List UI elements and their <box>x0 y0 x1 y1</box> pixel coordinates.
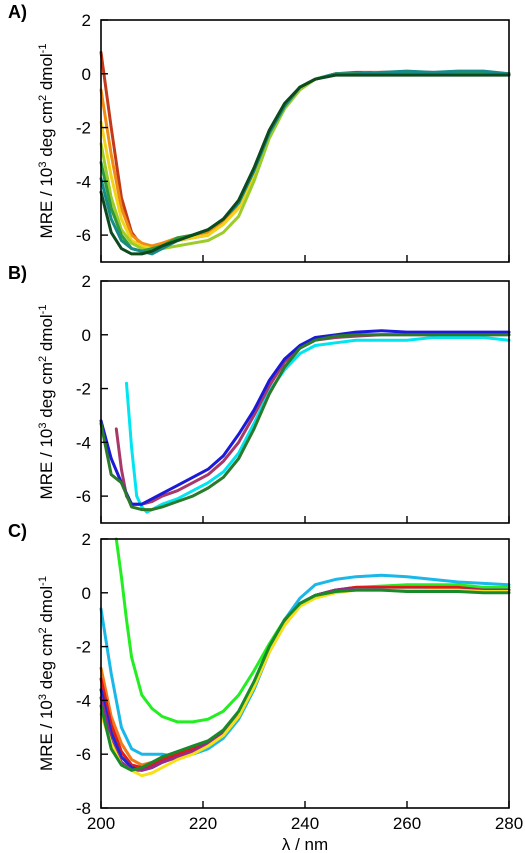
y-axis-label: MRE / 103​ deg cm2​ dmol-1​ <box>37 576 56 771</box>
y-tick-label: 2 <box>82 272 91 291</box>
panel-2: 2 0 -2 -4 -6 B) MRE / 103​ deg cm2​ dmol-1​ <box>8 263 511 524</box>
panel-1-series-3-line <box>99 70 511 251</box>
panel-2-frame <box>100 280 510 524</box>
panel-1-frame <box>100 19 510 263</box>
panel-label: B) <box>8 263 27 283</box>
panel-2-series-1-line <box>125 336 511 514</box>
panel-3-series-6-line <box>99 587 511 772</box>
panel-2-series-2-line <box>114 331 511 506</box>
x-tick-label: 220 <box>189 814 217 833</box>
x-tick-label: 200 <box>87 814 115 833</box>
panel-3-series-4-line <box>99 585 511 770</box>
panel-label: C) <box>8 521 27 541</box>
y-tick-label: -6 <box>76 745 91 764</box>
y-tick-label: -2 <box>76 380 91 399</box>
panel-1-series-2-line <box>99 70 511 248</box>
panel-1-series-1-line <box>99 50 511 251</box>
panel-3-series-3-line <box>99 585 511 767</box>
y-tick-label: -8 <box>76 799 91 818</box>
panel-2-series-3-line <box>99 329 511 506</box>
x-tick-label: 280 <box>495 814 523 833</box>
y-tick-label: -4 <box>76 433 91 452</box>
y-tick-label: -6 <box>76 487 91 506</box>
y-tick-label: 2 <box>82 11 91 30</box>
y-tick-label: -6 <box>76 226 91 245</box>
y-tick-label: -4 <box>76 691 91 710</box>
panel-label: A) <box>8 2 27 22</box>
x-tick-label: 260 <box>393 814 421 833</box>
y-tick-label: 0 <box>82 65 91 84</box>
panel-1-series-4-line <box>99 72 511 253</box>
panel-1-series-7-line <box>99 73 511 256</box>
panel-3-series-8-line <box>99 588 511 772</box>
panel-1: 2 0 -2 -4 -6 A) MRE / 103​ deg cm2​ dmol-1​ <box>8 2 511 263</box>
panel-1-series-6-line <box>99 69 511 256</box>
panel-3-series-1-line <box>114 537 511 724</box>
panel-3-series-7-line <box>99 588 511 778</box>
y-tick-label: 0 <box>82 326 91 345</box>
x-tick-label: 240 <box>291 814 319 833</box>
y-tick-label: -4 <box>76 172 91 191</box>
y-tick-label: -2 <box>76 119 91 138</box>
panel-3-series-5-line <box>99 587 511 772</box>
panel-1-series-5-line <box>99 72 511 253</box>
y-axis-label: MRE / 103​ deg cm2​ dmol-1​ <box>37 44 56 239</box>
y-tick-label: 0 <box>82 584 91 603</box>
y-tick-label: 2 <box>82 530 91 549</box>
panel-2-series-4-line <box>99 333 511 512</box>
y-tick-label: -2 <box>76 638 91 657</box>
y-axis-label: MRE / 103​ deg cm2​ dmol-1​ <box>37 305 56 500</box>
x-axis-label: λ / nm <box>282 835 328 853</box>
